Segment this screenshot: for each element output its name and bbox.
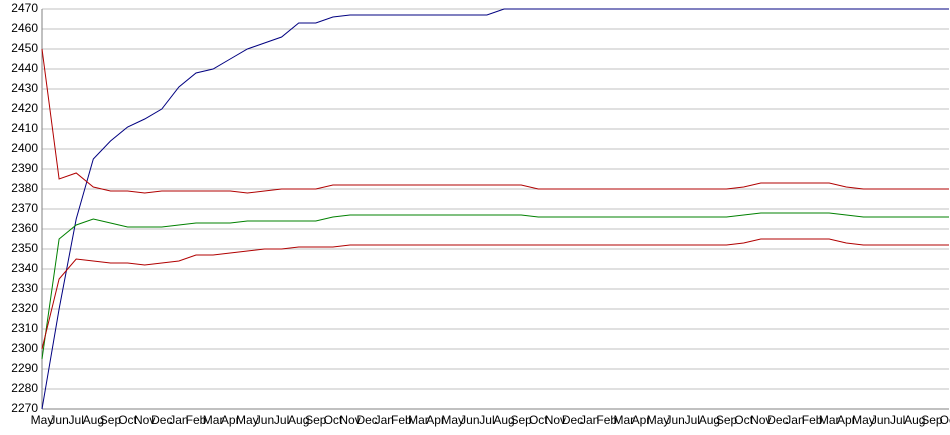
x-tick-label: Jan (375, 413, 394, 427)
x-tick-label: Feb (186, 413, 207, 427)
x-tick-label: Aug (904, 413, 925, 427)
y-tick-label: 2440 (11, 61, 38, 75)
x-tick-label: Aug (288, 413, 309, 427)
y-tick-label: 2360 (11, 221, 38, 235)
y-tick-label: 2410 (11, 121, 38, 135)
x-tick-label: Apr (221, 413, 240, 427)
x-tick-label: May (647, 413, 670, 427)
x-tick-label: May (31, 413, 54, 427)
y-tick-label: 2350 (11, 241, 38, 255)
y-tick-label: 2450 (11, 41, 38, 55)
y-tick-label: 2290 (11, 361, 38, 375)
y-tick-label: 2270 (11, 401, 38, 415)
x-tick-label: Dec (151, 413, 172, 427)
y-tick-label: 2430 (11, 81, 38, 95)
x-tick-label: Mar (819, 413, 840, 427)
x-tick-label: Feb (596, 413, 617, 427)
y-tick-label: 2330 (11, 281, 38, 295)
x-tick-label: Sep (305, 413, 327, 427)
x-tick-label: Jul (479, 413, 494, 427)
x-tick-label: Oct (118, 413, 137, 427)
x-tick-label: Jun (49, 413, 68, 427)
x-tick-label: Apr (837, 413, 856, 427)
y-tick-label: 2370 (11, 201, 38, 215)
x-tick-label: Feb (802, 413, 823, 427)
x-tick-label: Nov (750, 413, 771, 427)
y-tick-label: 2320 (11, 301, 38, 315)
x-tick-label: Sep (921, 413, 943, 427)
x-tick-label: Nov (134, 413, 155, 427)
y-tick-label: 2310 (11, 321, 38, 335)
x-tick-label: Aug (493, 413, 514, 427)
x-tick-label: Oct (324, 413, 343, 427)
x-tick-label: Mar (203, 413, 224, 427)
x-tick-label: Sep (100, 413, 122, 427)
x-tick-label: May (852, 413, 875, 427)
x-tick-label: Apr (426, 413, 445, 427)
y-tick-label: 2470 (11, 1, 38, 15)
x-tick-label: Jul (890, 413, 905, 427)
x-tick-label: Jan (169, 413, 188, 427)
series-line (41, 8, 949, 410)
x-tick-label: Aug (83, 413, 104, 427)
x-tick-label: Sep (716, 413, 738, 427)
y-tick-label: 2300 (11, 341, 38, 355)
y-tick-label: 2380 (11, 181, 38, 195)
x-tick-label: Dec (356, 413, 377, 427)
x-tick-label: Jun (871, 413, 890, 427)
series-line (41, 212, 949, 360)
x-tick-label: May (441, 413, 464, 427)
series-line (41, 48, 949, 194)
x-tick-label: Nov (339, 413, 360, 427)
x-tick-label: Aug (699, 413, 720, 427)
x-tick-label: Oct (529, 413, 548, 427)
y-tick-label: 2420 (11, 101, 38, 115)
x-tick-label: Jul (69, 413, 84, 427)
x-tick-label: Dec (562, 413, 583, 427)
series-line (41, 238, 949, 350)
x-tick-label: Mar (408, 413, 429, 427)
x-tick-label: Nov (545, 413, 566, 427)
x-tick-label: Jul (685, 413, 700, 427)
x-tick-label: Jun (460, 413, 479, 427)
x-tick-label: Oct (940, 413, 950, 427)
y-tick-label: 2400 (11, 141, 38, 155)
y-tick-label: 2280 (11, 381, 38, 395)
x-tick-label: Oct (734, 413, 753, 427)
x-tick-label: Sep (510, 413, 532, 427)
x-tick-label: Apr (632, 413, 651, 427)
x-tick-label: May (236, 413, 259, 427)
x-tick-label: Jun (255, 413, 274, 427)
x-tick-label: Jun (666, 413, 685, 427)
x-tick-label: Dec (767, 413, 788, 427)
y-tick-label: 2460 (11, 21, 38, 35)
x-tick-label: Jan (580, 413, 599, 427)
y-tick-label: 2340 (11, 261, 38, 275)
x-tick-label: Mar (614, 413, 635, 427)
x-tick-label: Feb (391, 413, 412, 427)
x-tick-label: Jan (785, 413, 804, 427)
x-tick-label: Jul (274, 413, 289, 427)
y-tick-label: 2390 (11, 161, 38, 175)
